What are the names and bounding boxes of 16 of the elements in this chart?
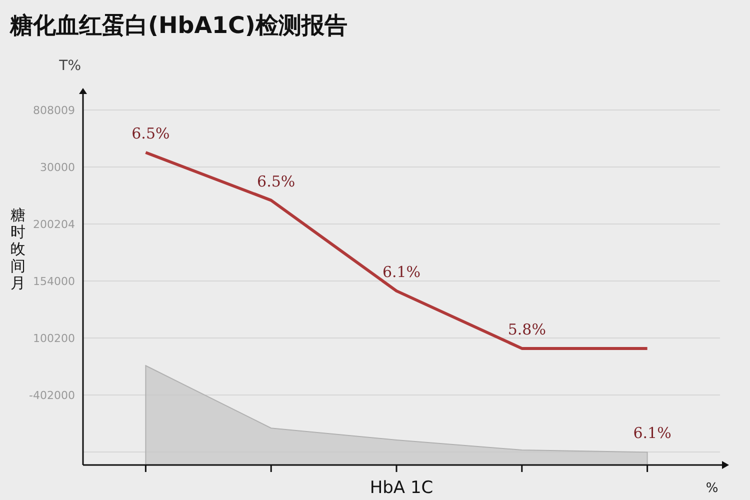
annotation: 6.5% <box>257 172 296 190</box>
text: 30000 <box>40 161 75 174</box>
text: 808009 <box>33 104 75 117</box>
chart-title: 糖化血红蛋白(HbA1C)检测报告 <box>9 13 348 39</box>
text: 6.5% <box>132 124 170 142</box>
text: -402000 <box>29 389 75 402</box>
text: 154000 <box>33 275 75 288</box>
text: 100200 <box>33 332 75 345</box>
text: % <box>706 481 718 496</box>
x-axis-title: HbA 1C <box>370 478 434 498</box>
annotation: 5.8% <box>508 320 546 338</box>
annotation: 6.1% <box>633 424 672 442</box>
y-axis-title: 糖时敀间月 <box>10 206 26 292</box>
annotation: 6.1% <box>382 262 421 281</box>
text: T% <box>58 58 81 74</box>
text: 200204 <box>33 218 75 231</box>
